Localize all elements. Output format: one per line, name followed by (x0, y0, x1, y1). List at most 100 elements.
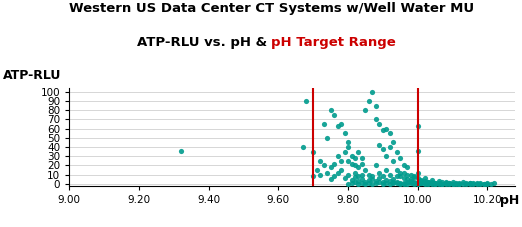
Point (354, 182, 363, 186)
Point (452, 181, 460, 185)
Point (382, 181, 390, 185)
Point (351, 175, 359, 179)
Point (337, 168, 345, 172)
Point (424, 181, 432, 185)
Point (386, 131, 394, 135)
Point (399, 181, 408, 185)
Point (483, 182, 492, 186)
Point (455, 181, 464, 185)
Point (438, 182, 446, 186)
Point (302, 99, 311, 103)
Point (396, 182, 405, 186)
Point (421, 176, 429, 180)
Point (386, 173, 394, 176)
Point (403, 180, 411, 184)
Point (413, 180, 422, 184)
Point (313, 168, 321, 172)
Point (375, 143, 384, 147)
Point (396, 156, 405, 160)
Point (334, 124, 342, 128)
Point (344, 145, 352, 149)
Point (399, 176, 408, 180)
Point (434, 182, 443, 186)
Point (480, 182, 488, 186)
Point (347, 162, 355, 165)
Point (462, 182, 471, 186)
Point (487, 182, 495, 186)
Point (428, 182, 436, 186)
Point (462, 181, 471, 185)
Point (438, 182, 446, 186)
Point (413, 149, 422, 153)
Point (442, 182, 450, 186)
Point (326, 177, 335, 181)
Point (476, 182, 484, 186)
Point (413, 181, 422, 185)
Point (358, 177, 366, 181)
Point (396, 171, 405, 175)
Point (375, 176, 384, 180)
Text: pH: pH (500, 194, 519, 207)
Point (469, 181, 478, 185)
Point (407, 179, 415, 183)
Point (319, 122, 328, 126)
Point (466, 181, 474, 185)
Point (399, 182, 408, 186)
Point (396, 181, 405, 185)
Point (351, 180, 359, 184)
Point (382, 127, 390, 131)
Point (434, 179, 443, 183)
Point (413, 182, 422, 186)
Point (375, 171, 384, 175)
Point (378, 182, 387, 186)
Point (326, 109, 335, 112)
Point (424, 180, 432, 184)
Point (403, 165, 411, 169)
Point (340, 131, 349, 135)
Point (399, 164, 408, 167)
Point (368, 175, 376, 178)
Point (378, 175, 387, 178)
Point (445, 182, 453, 186)
Point (480, 182, 488, 186)
Point (378, 147, 387, 151)
Point (344, 159, 352, 163)
Point (372, 179, 380, 183)
Point (442, 181, 450, 185)
Point (469, 182, 478, 186)
Point (413, 176, 422, 180)
Point (399, 171, 408, 175)
Point (393, 168, 401, 172)
Point (421, 182, 429, 186)
Point (382, 178, 390, 182)
Point (330, 175, 338, 178)
Point (428, 180, 436, 184)
Point (459, 182, 467, 186)
Point (445, 181, 453, 185)
Point (466, 181, 474, 185)
Point (344, 173, 352, 176)
Point (407, 173, 415, 176)
Point (428, 178, 436, 182)
Point (410, 181, 419, 185)
Point (473, 181, 481, 185)
Point (351, 156, 359, 160)
Point (455, 182, 464, 186)
Point (358, 173, 366, 176)
Point (490, 181, 499, 185)
Point (372, 104, 380, 107)
Point (393, 180, 401, 184)
Point (323, 171, 331, 175)
Text: pH Target Range: pH Target Range (271, 36, 396, 49)
Point (417, 181, 425, 185)
Point (421, 179, 429, 183)
Point (417, 179, 425, 183)
Point (382, 168, 390, 172)
Point (347, 181, 355, 185)
Point (424, 182, 432, 186)
Point (354, 150, 363, 153)
Text: ATP-RLU vs. pH &: ATP-RLU vs. pH & (137, 36, 271, 49)
Point (410, 180, 419, 184)
Point (309, 175, 317, 178)
Point (378, 129, 387, 132)
